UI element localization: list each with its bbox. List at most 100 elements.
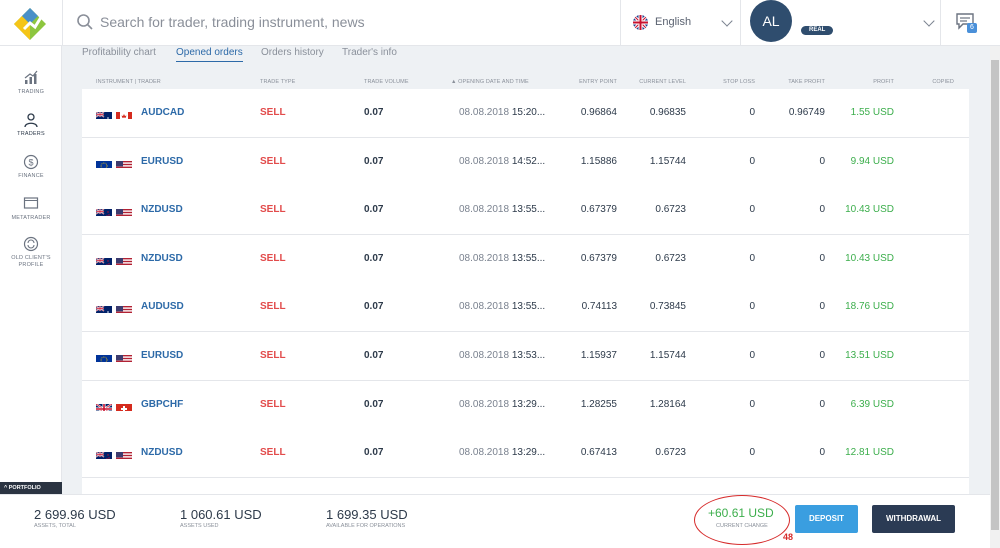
current-level: 1.15744	[649, 155, 686, 167]
instrument-link[interactable]: EURUSD	[141, 350, 184, 361]
new-zealand-flag-icon	[96, 449, 112, 460]
column-header-trade-type[interactable]: TRADE TYPE	[260, 79, 296, 85]
profit-value: 10.43 USD	[845, 252, 894, 264]
opening-date: 08.08.2018 15:20...	[459, 107, 546, 118]
table-row[interactable]: EURUSD SELL 0.07 08.08.2018 13:53... 1.15937…	[82, 332, 969, 381]
language-selector[interactable]: English	[621, 0, 739, 46]
profit-value: 1.55 USD	[850, 107, 894, 118]
account-type-badge: REAL	[801, 26, 834, 35]
entry-point: 0.74113	[581, 301, 617, 313]
monitor-icon	[23, 197, 39, 209]
annotation-circle	[694, 495, 790, 545]
trade-volume: 0.07	[364, 301, 384, 313]
stop-loss: 0	[749, 204, 755, 216]
withdrawal-button[interactable]: WITHDRAWAL	[872, 505, 955, 533]
trade-type: SELL	[260, 155, 286, 167]
portfolio-label: PORTFOLIO	[8, 485, 41, 491]
tab-traders-info[interactable]: Trader's info	[342, 47, 397, 58]
eu-flag-icon	[96, 158, 112, 168]
take-profit: 0	[819, 204, 825, 216]
sidebar-item-label: METATRADER	[11, 215, 51, 221]
avatar: AL	[750, 0, 792, 42]
account-menu[interactable]: AL REAL	[741, 0, 940, 46]
table-row[interactable]: NZDUSD SELL 0.07 08.08.2018 13:55... 0.67379…	[82, 234, 969, 284]
instrument-link[interactable]: NZDUSD	[141, 447, 183, 459]
take-profit: 0	[819, 398, 825, 410]
stop-loss: 0	[749, 447, 755, 459]
column-header-trade-volume[interactable]: TRADE VOLUME	[364, 79, 409, 85]
table-row[interactable]: NZDUSD SELL 0.07 08.08.2018 13:55... 0.67379…	[82, 186, 969, 236]
column-header-instrument[interactable]: INSTRUMENT | TRADER	[96, 79, 161, 85]
instrument-link[interactable]: NZDUSD	[141, 204, 183, 216]
switzerland-flag-icon	[116, 401, 132, 411]
column-header-current-level[interactable]: CURRENT LEVEL	[639, 79, 686, 85]
scrollbar-thumb[interactable]	[991, 60, 999, 530]
scrollbar[interactable]	[990, 46, 1000, 548]
trade-volume: 0.07	[364, 107, 384, 118]
assets-used-label: ASSETS USED	[180, 523, 219, 529]
table-row[interactable]: EURUSD SELL 0.07 08.08.2018 14:52... 1.15886…	[82, 137, 969, 187]
us-flag-icon	[116, 303, 132, 314]
messages-button[interactable]: 6	[941, 0, 991, 46]
profit-value: 10.43 USD	[845, 204, 894, 216]
trade-volume: 0.07	[364, 155, 384, 167]
take-profit: 0.96749	[788, 107, 825, 118]
table-row[interactable]: NZDUSD SELL 0.07 08.08.2018 13:29... 0.67413…	[82, 429, 969, 479]
top-header: English AL REAL 6	[0, 0, 1000, 46]
take-profit: 0	[819, 447, 825, 459]
table-row[interactable]: AUDCAD SELL 0.07 08.08.2018 15:20... 0.96864…	[82, 89, 969, 138]
take-profit: 0	[819, 252, 825, 264]
trader-user-icon	[24, 113, 38, 128]
assets-total-label: ASSETS, TOTAL	[34, 523, 76, 529]
stop-loss: 0	[749, 155, 755, 167]
take-profit: 0	[819, 301, 825, 313]
instrument-link[interactable]: AUDUSD	[141, 301, 184, 313]
table-row[interactable]: AUDUSD SELL 0.07 08.08.2018 13:55... 0.74113…	[82, 283, 969, 333]
sidebar-item-trading[interactable]: TRADING	[0, 70, 62, 96]
us-flag-icon	[116, 352, 132, 362]
dollar-coin-icon: $	[23, 154, 39, 170]
canada-flag-icon	[116, 109, 132, 119]
stop-loss: 0	[749, 398, 755, 410]
tab-profitability-chart[interactable]: Profitability chart	[82, 47, 156, 58]
entry-point: 1.28255	[580, 398, 617, 410]
column-header-profit[interactable]: PROFIT	[873, 79, 894, 85]
logo-icon[interactable]	[10, 4, 50, 44]
sidebar-item-metatrader[interactable]: METATRADER	[0, 196, 62, 222]
portfolio-toggle[interactable]: ^ PORTFOLIO	[0, 482, 62, 494]
refresh-circle-icon	[23, 236, 39, 252]
column-header-opening-date[interactable]: ▲ OPENING DATE AND TIME	[451, 79, 529, 85]
chat-icon	[956, 13, 974, 30]
instrument-link[interactable]: GBPCHF	[141, 398, 184, 410]
sidebar-item-old-clients-profile[interactable]: OLD CLIENT'S PROFILE	[0, 236, 62, 269]
assets-used-value: 1 060.61 USD	[180, 507, 262, 522]
bar-chart-icon	[24, 70, 38, 84]
trade-type: SELL	[260, 350, 286, 361]
chevron-down-icon	[721, 15, 733, 27]
sidebar-item-traders[interactable]: TRADERS	[0, 112, 62, 138]
column-header-take-profit[interactable]: TAKE PROFIT	[788, 79, 825, 85]
entry-point: 0.67379	[580, 204, 617, 216]
column-header-copied[interactable]: COPIED	[932, 79, 954, 85]
table-row[interactable]: GBPCHF SELL 0.07 08.08.2018 13:29... 1.28255…	[82, 380, 969, 430]
search-input[interactable]	[100, 10, 600, 34]
instrument-link[interactable]: EURUSD	[141, 155, 184, 167]
column-header-stop-loss[interactable]: STOP LOSS	[723, 79, 755, 85]
tab-orders-history[interactable]: Orders history	[261, 47, 324, 58]
instrument-link[interactable]: AUDCAD	[141, 107, 185, 118]
instrument-link[interactable]: NZDUSD	[141, 252, 183, 264]
column-header-entry-point[interactable]: ENTRY POINT	[579, 79, 617, 85]
trade-type: SELL	[260, 398, 286, 410]
australia-flag-icon	[96, 303, 112, 314]
sidebar-item-finance[interactable]: $ FINANCE	[0, 154, 62, 180]
header-divider	[740, 0, 741, 46]
sidebar-item-label: OLD CLIENT'S PROFILE	[11, 255, 51, 268]
deposit-button[interactable]: DEPOSIT	[795, 505, 858, 533]
trade-volume: 0.07	[364, 398, 384, 410]
portfolio-summary-bar: 2 699.96 USD ASSETS, TOTAL 1 060.61 USD …	[0, 494, 990, 548]
sidebar-item-label: TRADERS	[17, 131, 45, 137]
tab-opened-orders[interactable]: Opened orders	[176, 47, 243, 62]
message-count-badge: 6	[967, 23, 977, 33]
sidebar-item-label: TRADING	[17, 89, 45, 95]
